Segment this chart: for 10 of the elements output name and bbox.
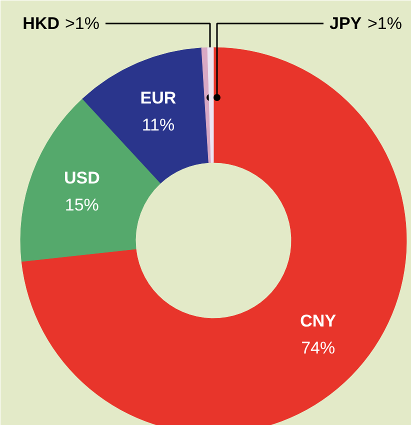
slice-label: USD [64,168,100,188]
slice-label: HKD [22,14,60,33]
data-label: 15% [64,195,99,214]
data-label: >1% [368,14,402,33]
slice-label: JPY [330,14,362,33]
data-label: >1% [65,14,100,33]
slice-label: CNY [300,311,337,330]
data-label: 74% [301,338,336,358]
data-label: 11% [142,115,175,134]
slice-label: EUR [140,88,176,108]
